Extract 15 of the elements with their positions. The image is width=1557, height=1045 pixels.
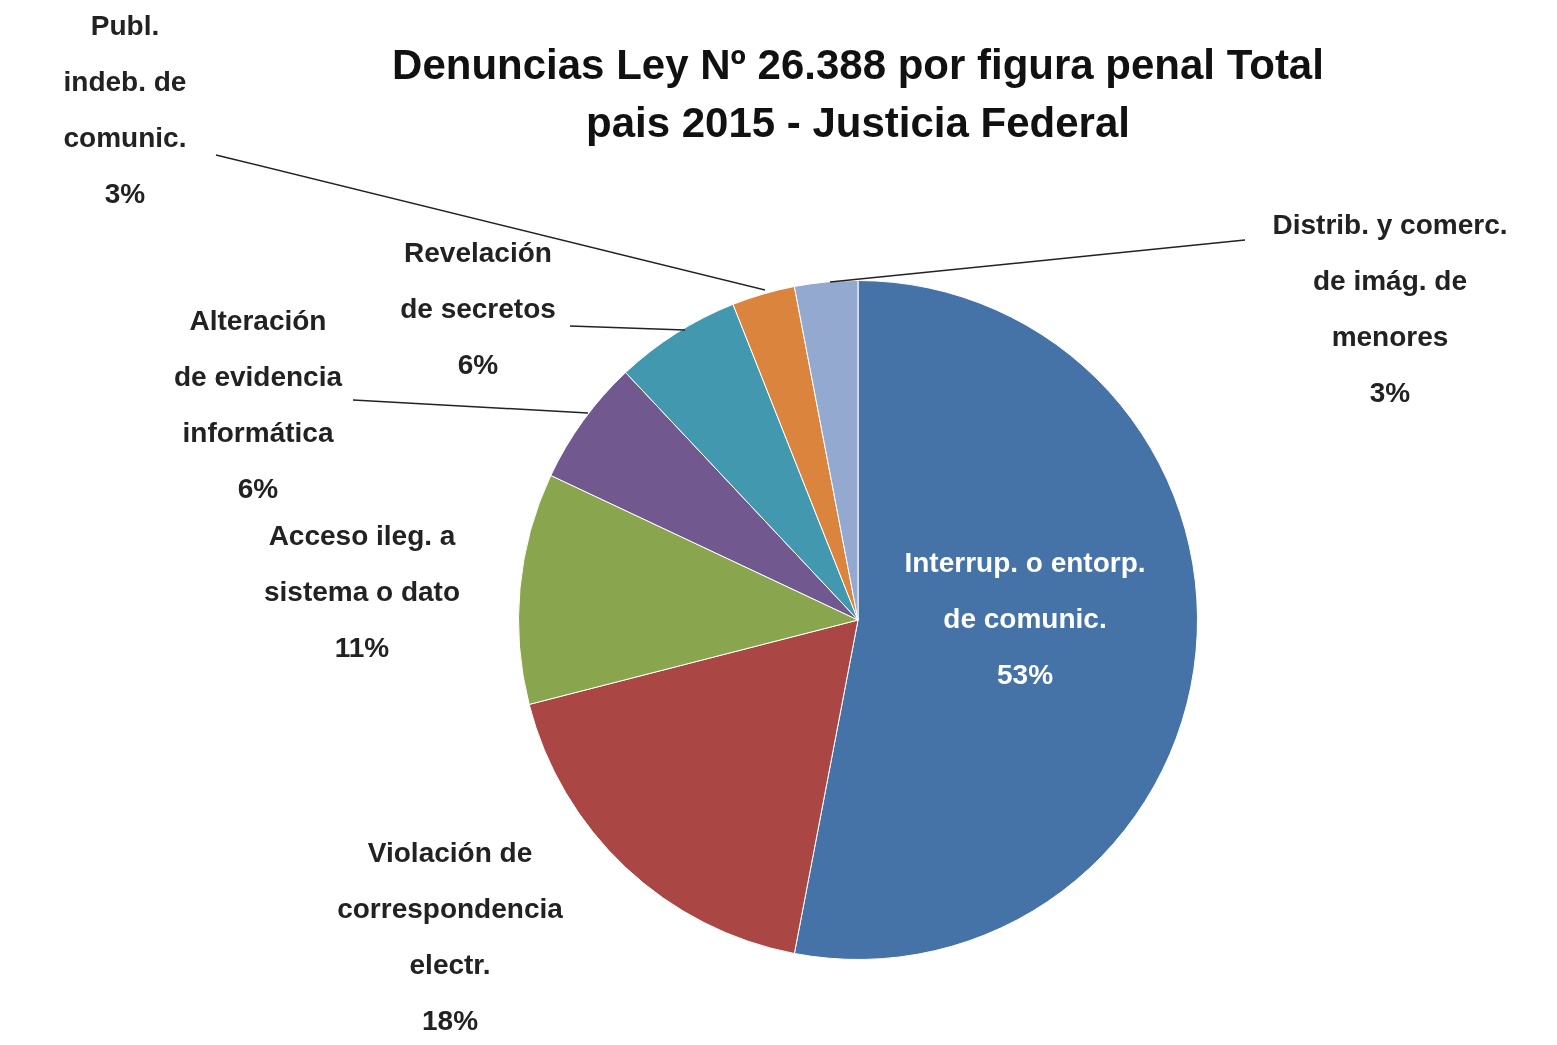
data-label: 18%	[421, 1004, 479, 1036]
slice-label: Distrib. y comerc. de imág. de menores	[1272, 208, 1508, 352]
data-label: 11%	[334, 631, 390, 663]
data-label: 6%	[457, 348, 499, 380]
data-label: 3%	[1369, 376, 1411, 408]
data-label: 3%	[104, 177, 146, 209]
slice-label: Acceso ileg. a sistema o dato	[263, 519, 461, 607]
slice-label: Alteración de evidencia informática	[173, 304, 343, 448]
data-label: 6%	[237, 472, 279, 504]
data-label: 53%	[996, 658, 1054, 690]
text: Denuncias Ley Nº 26.388 por figura penal Total pais 2015 - Justicia Federal	[391, 40, 1325, 148]
slice-label: Violación de correspondencia electr.	[337, 836, 564, 980]
slice-label: Revelación de secretos	[400, 236, 556, 324]
slice-label: Publ. indeb. de comunic.	[63, 9, 187, 153]
slice-label: Interrup. o entorp. de comunic.	[904, 546, 1146, 634]
